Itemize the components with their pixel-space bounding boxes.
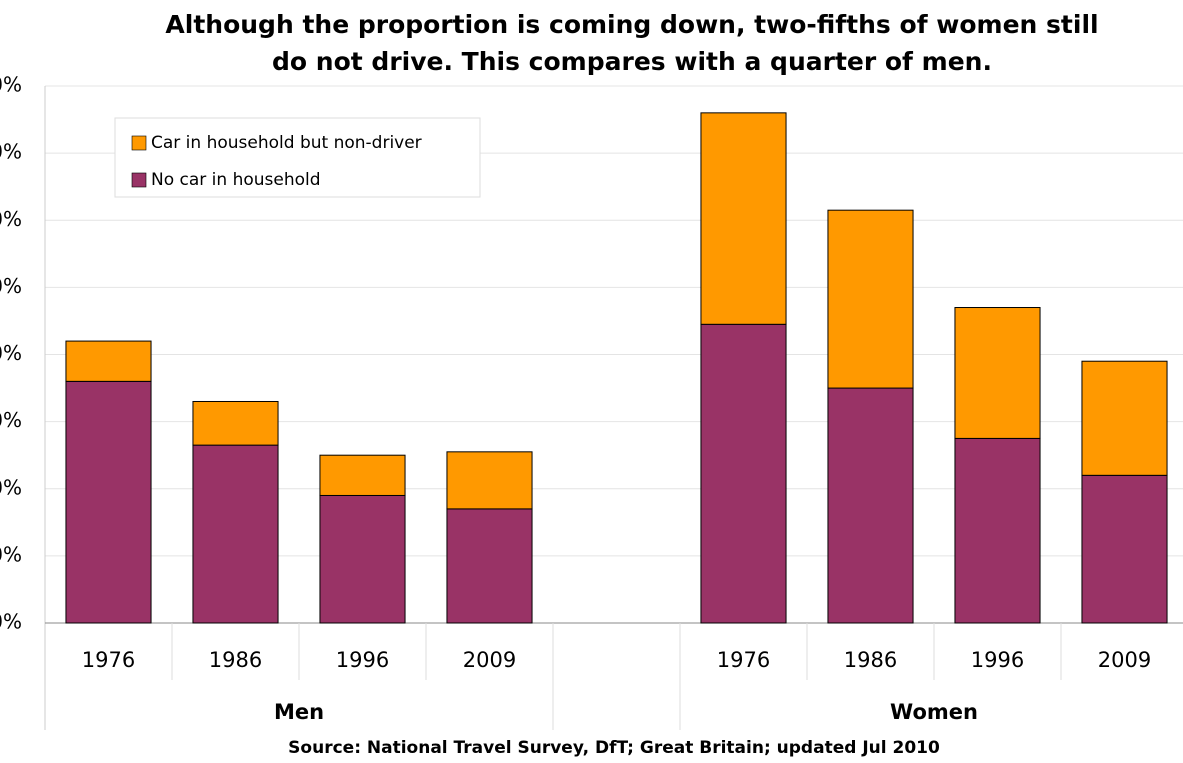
x-tick-label: 1996 xyxy=(336,648,389,672)
bar-segment xyxy=(446,451,533,510)
y-tick-label: 80% xyxy=(0,73,22,97)
bar-segment xyxy=(954,437,1041,624)
x-tick-label: 1976 xyxy=(82,648,135,672)
x-tick-label: 2009 xyxy=(463,648,516,672)
bar-segment xyxy=(1081,360,1168,476)
x-tick-label: 2009 xyxy=(1098,648,1151,672)
bar-segment xyxy=(954,307,1041,439)
y-tick-label: 40% xyxy=(0,341,22,365)
bar-segment xyxy=(1081,474,1168,624)
x-tick-label: 1986 xyxy=(209,648,262,672)
bar-segment xyxy=(700,112,787,325)
x-tick-label: 1986 xyxy=(844,648,897,672)
bar-segment xyxy=(446,508,533,624)
bar-segment xyxy=(827,209,914,389)
bar-segment xyxy=(192,444,279,624)
bar-segment xyxy=(700,323,787,624)
x-tick-label: 1996 xyxy=(971,648,1024,672)
legend-label: Car in household but non-driver xyxy=(151,133,422,153)
bar-segment xyxy=(192,400,279,446)
y-tick-label: 0% xyxy=(0,610,22,634)
legend-swatch xyxy=(131,135,147,151)
x-tick-label: 1976 xyxy=(717,648,770,672)
legend-swatch xyxy=(131,172,147,188)
y-tick-label: 50% xyxy=(0,274,22,298)
y-tick-label: 70% xyxy=(0,140,22,164)
bar-segment xyxy=(319,494,406,624)
legend-box xyxy=(114,117,481,198)
bar-segment xyxy=(319,454,406,496)
y-tick-label: 10% xyxy=(0,542,22,566)
chart-title: Although the proportion is coming down, … xyxy=(165,10,1098,39)
group-label: Men xyxy=(274,700,324,724)
source-note: Source: National Travel Survey, DfT; Gre… xyxy=(288,738,940,758)
y-tick-label: 20% xyxy=(0,475,22,499)
bar-segment xyxy=(65,340,152,382)
bar-segment xyxy=(65,380,152,624)
y-tick-label: 60% xyxy=(0,207,22,231)
y-tick-label: 30% xyxy=(0,408,22,432)
bar-segment xyxy=(827,387,914,624)
chart-title: do not drive. This compares with a quart… xyxy=(272,47,992,76)
group-label: Women xyxy=(890,700,978,724)
legend-label: No car in household xyxy=(151,170,321,190)
